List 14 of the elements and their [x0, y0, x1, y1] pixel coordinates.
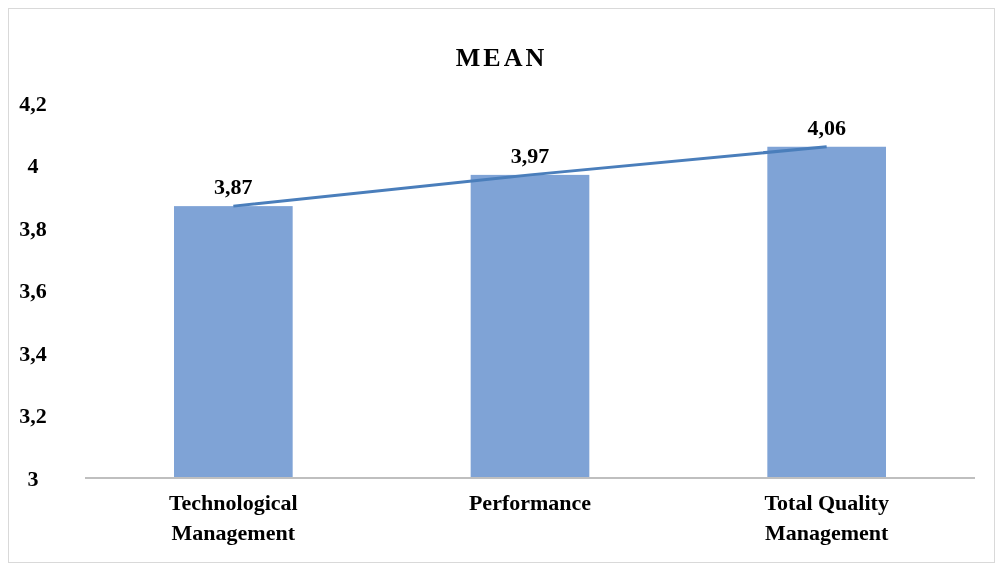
- y-tick-label: 3,6: [19, 278, 47, 304]
- x-tick-label: Total Quality Management: [764, 490, 890, 545]
- data-label: 3,87: [214, 174, 253, 200]
- y-tick-label: 4: [27, 153, 39, 179]
- y-tick-label: 4,2: [19, 90, 47, 116]
- y-tick-label: 3: [27, 465, 39, 491]
- data-label: 4,06: [807, 114, 846, 140]
- y-tick-label: 3,8: [19, 215, 47, 241]
- x-tick-label: Technological Management: [168, 490, 298, 545]
- x-tick-label: Performance: [468, 490, 592, 515]
- y-tick-label: 3,2: [19, 403, 47, 429]
- data-label: 3,97: [510, 142, 550, 168]
- y-tick-label: 3,4: [19, 340, 47, 366]
- chart-title: MEAN: [455, 43, 548, 72]
